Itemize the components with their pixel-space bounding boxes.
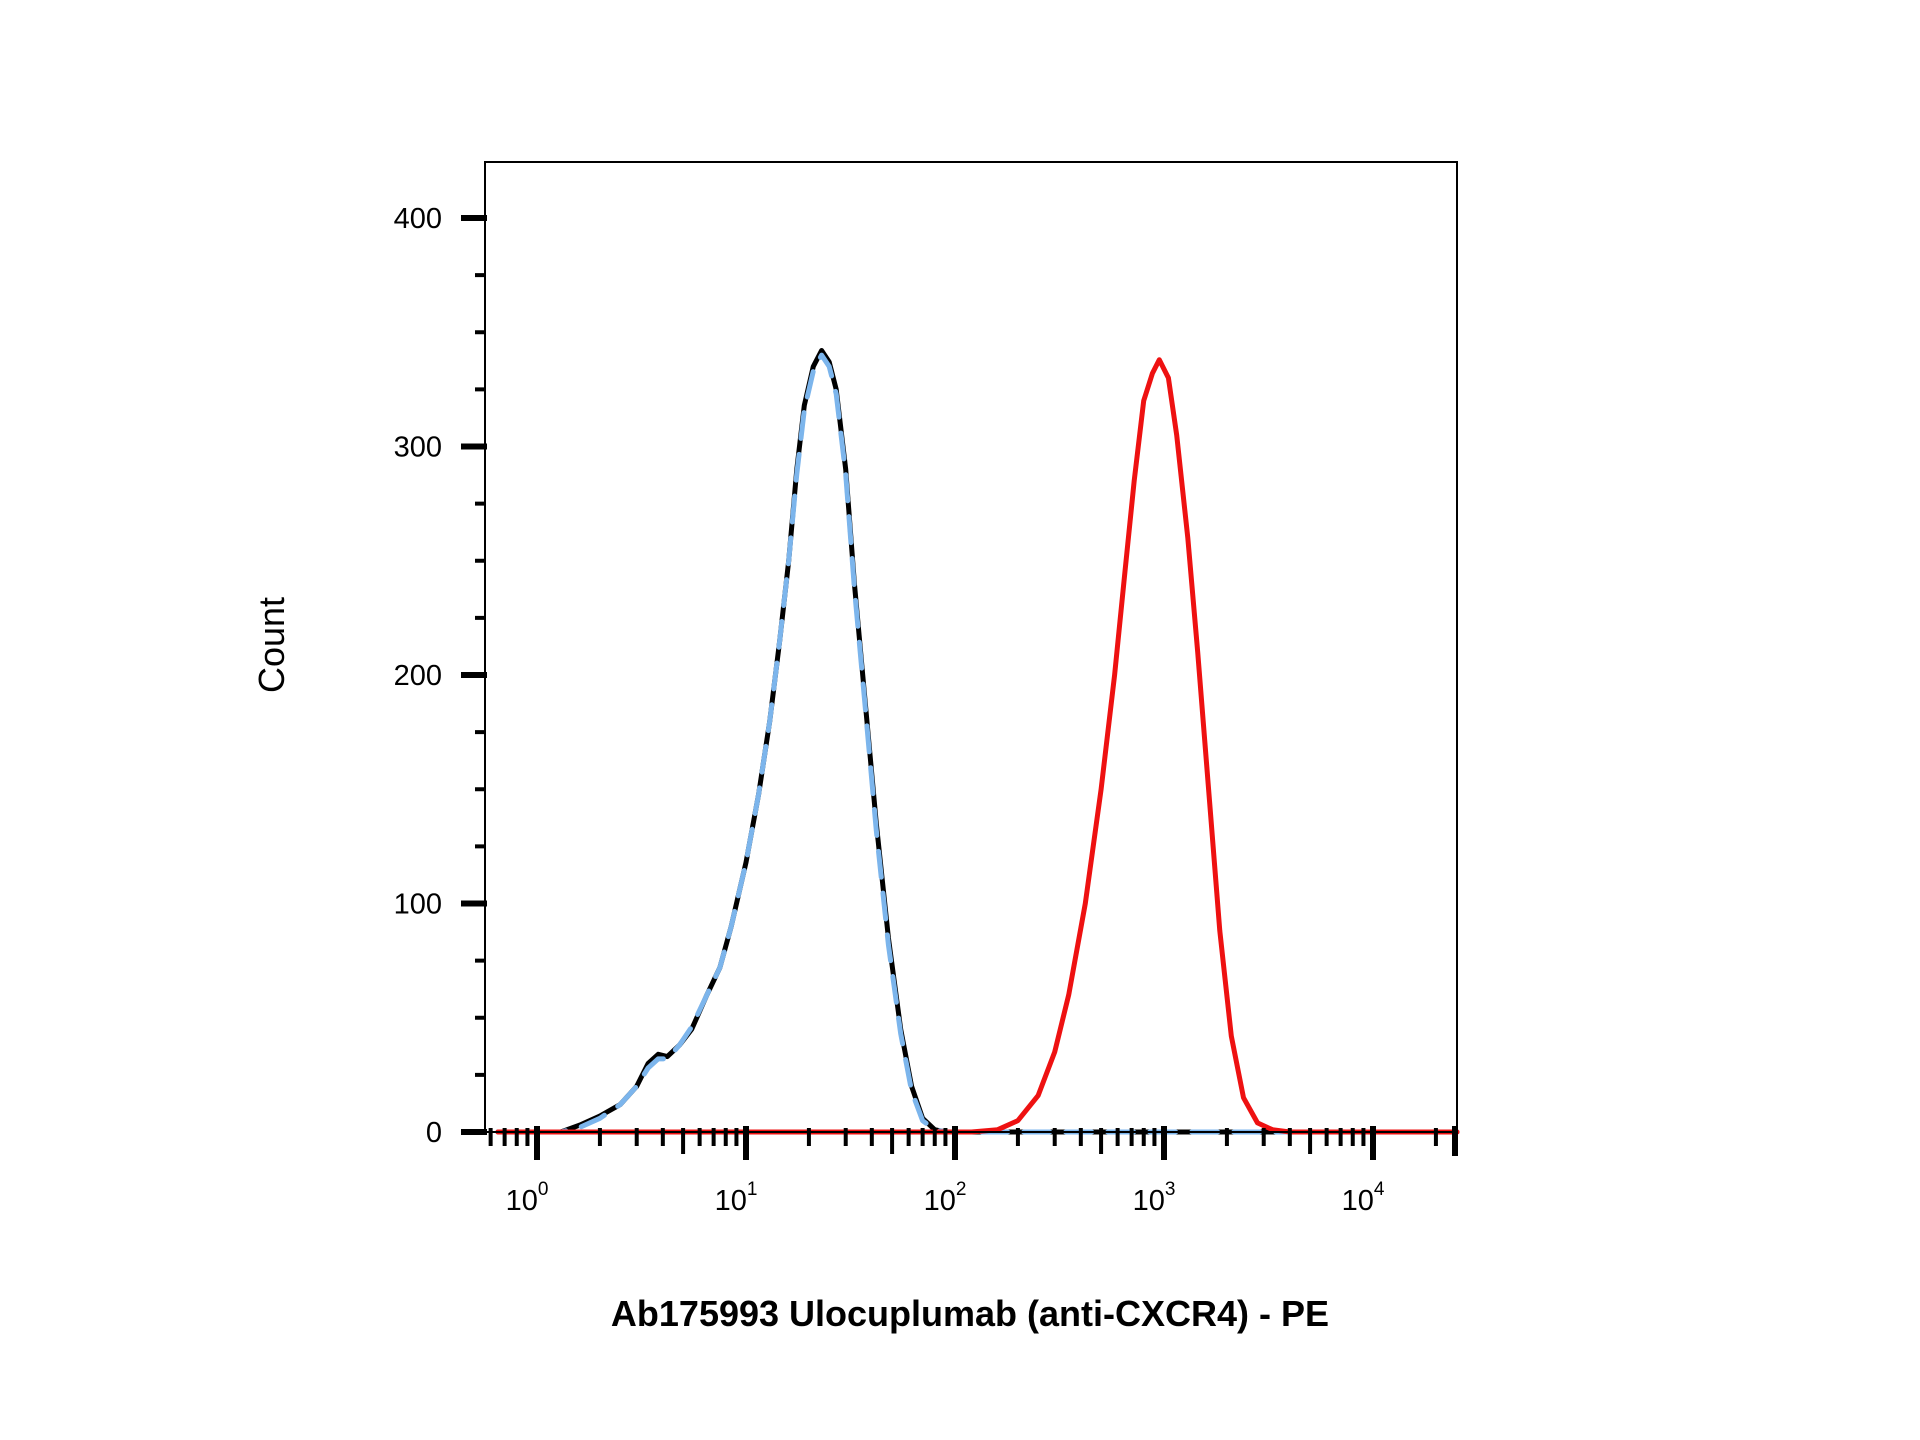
x-tick-label: 103	[1133, 1179, 1176, 1217]
x-tick-label: 101	[715, 1179, 758, 1217]
y-axis-title: Count	[251, 597, 292, 693]
x-tick-label: 104	[1342, 1179, 1385, 1217]
x-tick-label: 102	[924, 1179, 967, 1217]
y-tick-label: 300	[394, 432, 442, 464]
y-tick-label: 400	[394, 203, 442, 235]
y-tick-label: 0	[426, 1117, 442, 1149]
x-tick-label: 100	[506, 1179, 549, 1217]
series-line-2	[495, 352, 1460, 1135]
y-axis: 0 100 200 300 400	[394, 203, 487, 1149]
series-layer	[495, 348, 1460, 1135]
x-axis-title: Ab175993 Ulocuplumab (anti-CXCR4) - PE	[611, 1293, 1329, 1334]
plot-frame	[484, 161, 1458, 1133]
y-tick-label: 200	[394, 660, 442, 692]
x-axis: 100 101 102 103 104	[488, 1126, 1458, 1217]
series-line-3	[495, 357, 1460, 1135]
y-tick-label: 100	[394, 889, 442, 921]
